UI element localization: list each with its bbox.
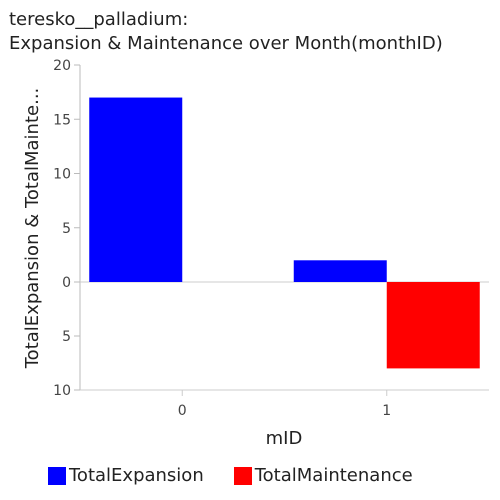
bar-totalexpansion-0 [89, 97, 183, 282]
bars [89, 97, 480, 369]
legend-item-maintenance[interactable]: TotalMaintenance [233, 465, 413, 486]
x-axis-title: mID [266, 428, 303, 449]
x-tick-label: 1 [382, 403, 391, 419]
y-tick-label: 10 [53, 383, 71, 399]
legend-swatch-maintenance [233, 466, 252, 485]
y-tick-label: 15 [53, 112, 71, 128]
bar-totalexpansion-1 [293, 260, 387, 282]
y-tick-label: 0 [62, 275, 71, 291]
bar-totalmaintenance-1 [386, 282, 480, 369]
y-tick-label: 20 [53, 58, 71, 74]
bar-chart: 20 15 10 5 0 5 10 0 1 mID TotalExpansion & Total… [22, 58, 489, 449]
y-tick-label: 5 [62, 221, 71, 237]
y-tick-label: 10 [53, 167, 71, 183]
legend-swatch-expansion [48, 466, 66, 485]
y-axis-title: TotalExpansion & TotalMainte... [22, 88, 43, 370]
y-tick-label: 5 [62, 329, 71, 345]
chart-title: teresko__palladium: Expansion & Maintena… [9, 8, 443, 56]
tick-labels: 20 15 10 5 0 5 10 0 1 [53, 58, 391, 419]
legend-item-expansion[interactable]: TotalExpansion [48, 465, 204, 486]
legend: TotalExpansion TotalMaintenance [48, 465, 443, 486]
chart-title-line-1: teresko__palladium: [9, 9, 189, 30]
x-tick-label: 0 [178, 403, 187, 419]
legend-label-expansion: TotalExpansion [69, 465, 204, 486]
chart-title-line-2: Expansion & Maintenance over Month(month… [9, 33, 443, 54]
legend-label-maintenance: TotalMaintenance [254, 465, 413, 486]
